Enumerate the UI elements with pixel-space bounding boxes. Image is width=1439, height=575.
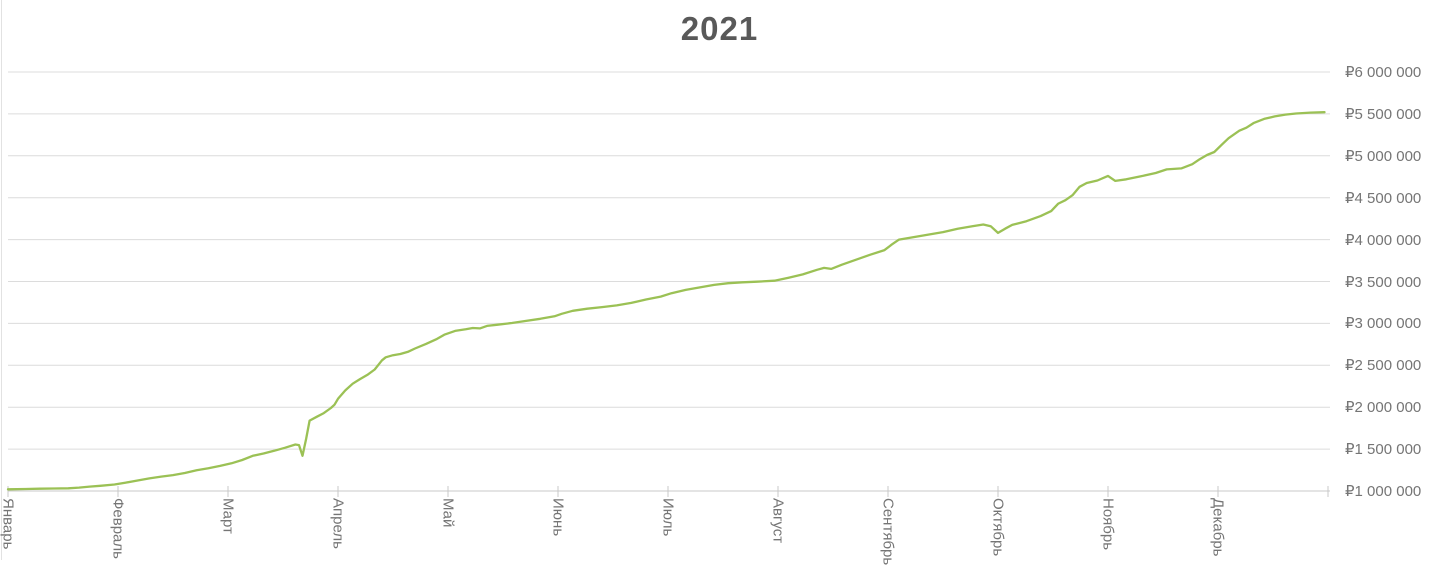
x-axis-label-10: Октябрь <box>989 498 1007 557</box>
series-line[interactable] <box>6 111 1326 491</box>
y-axis-label: ₽2 000 000 <box>1345 399 1422 417</box>
y-axis-label: ₽3 000 000 <box>1345 315 1422 333</box>
y-axis-label: ₽2 500 000 <box>1345 357 1422 375</box>
y-axis-label: ₽6 000 000 <box>1345 64 1422 81</box>
x-axis-label-2: Февраль <box>109 498 127 559</box>
chart-title: 2021 <box>680 10 759 47</box>
x-axis-label-4: Апрель <box>329 498 347 549</box>
x-axis-label-3: Март <box>219 498 237 534</box>
y-axis-label: ₽4 500 000 <box>1345 189 1422 207</box>
x-axis-label-11: Ноябрь <box>1099 498 1117 551</box>
x-axis-label-6: Июнь <box>549 498 567 537</box>
y-axis-label: ₽1 000 000 <box>1345 483 1422 500</box>
y-axis-label: ₽3 500 000 <box>1345 273 1422 291</box>
x-axis-label-8: Август <box>769 498 787 544</box>
y-axis-label: ₽1 500 000 <box>1345 441 1422 459</box>
left-edge-border <box>1 0 2 560</box>
x-axis-label-9: Сентябрь <box>879 498 897 566</box>
x-axis-label-1: Январь <box>0 498 17 550</box>
x-axis-label-12: Декабрь <box>1209 498 1227 557</box>
x-axis-label-5: Май <box>439 498 457 528</box>
y-axis-label: ₽5 000 000 <box>1345 147 1422 165</box>
y-axis-label: ₽5 500 000 <box>1345 105 1422 123</box>
x-axis-label-7: Июль <box>659 498 677 537</box>
y-axis-label: ₽4 000 000 <box>1345 231 1422 249</box>
